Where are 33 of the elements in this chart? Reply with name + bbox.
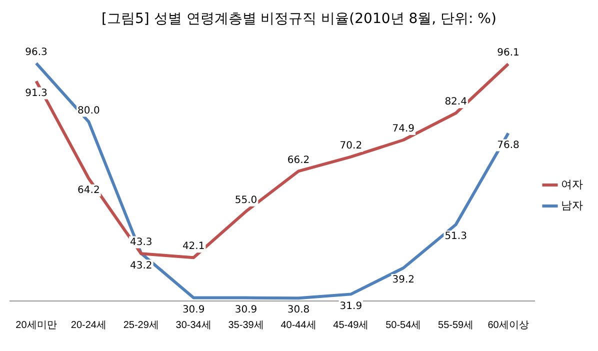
- chart-title: [그림5] 성별 연령계층별 비정규직 비율(2010년 8월, 단위: %): [100, 10, 498, 28]
- x-tick-label: 55-59세: [438, 320, 474, 331]
- x-tick-label: 60세이상: [488, 320, 529, 331]
- data-label: 76.8: [497, 140, 520, 151]
- legend-label: 여자: [561, 179, 583, 192]
- x-tick-label: 20세미만: [16, 320, 57, 331]
- data-label: 91.3: [25, 88, 48, 99]
- data-label: 30.9: [182, 304, 205, 316]
- x-tick-label: 50-54세: [386, 320, 422, 331]
- data-label: 43.3: [130, 236, 152, 248]
- x-tick-label: 45-49세: [333, 320, 369, 331]
- data-label: 80.0: [78, 105, 100, 116]
- x-tick-label: 40-44세: [280, 320, 316, 331]
- data-label: 64.2: [78, 184, 100, 196]
- data-label: 51.3: [444, 231, 467, 242]
- x-tick-label: 30-34세: [176, 320, 212, 331]
- data-label: 43.2: [130, 260, 152, 272]
- data-label: 96.3: [25, 46, 48, 58]
- data-label: 70.2: [340, 140, 362, 152]
- data-label: 30.8: [287, 304, 310, 316]
- data-label: 42.1: [182, 241, 205, 252]
- x-tick-label: 25-29세: [123, 320, 159, 331]
- x-tick-label: 35-39세: [228, 320, 264, 331]
- x-tick-label: 20-24세: [70, 320, 106, 331]
- data-label: 96.1: [497, 48, 520, 59]
- data-label: 30.9: [234, 304, 258, 316]
- data-label: 55.0: [234, 194, 258, 206]
- data-label: 39.2: [392, 274, 415, 286]
- data-label: 31.9: [340, 300, 362, 312]
- data-label: 66.2: [287, 154, 310, 166]
- legend-label: 남자: [561, 200, 583, 212]
- data-label: 74.9: [392, 124, 415, 135]
- data-label: 82.4: [444, 96, 467, 108]
